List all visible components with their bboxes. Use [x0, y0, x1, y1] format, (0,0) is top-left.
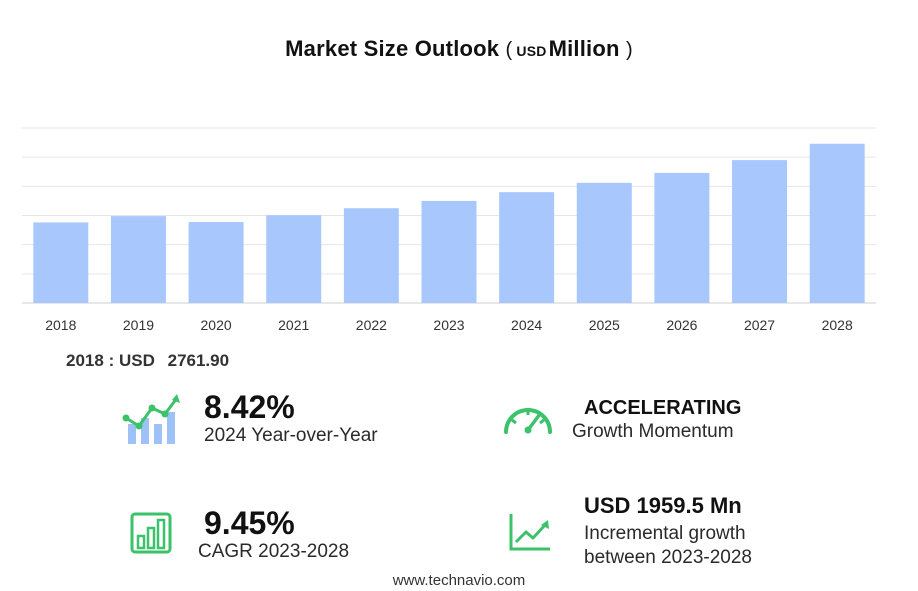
- x-tick-label-2022: 2022: [356, 317, 387, 333]
- base-currency: USD: [118, 351, 155, 370]
- x-tick-label-2027: 2027: [744, 317, 775, 333]
- x-tick-labels: 2018 2019 2020 2021 2022 2023 2024 2025 2026 2027…: [45, 317, 853, 333]
- yoy-stat: 8.42% 2024 Year-over-Year: [204, 390, 378, 448]
- yoy-value: 8.42%: [204, 389, 295, 425]
- yoy-label: 2024 Year-over-Year: [204, 425, 378, 446]
- speedometer-icon: [504, 408, 552, 434]
- growth-bars-icon: [122, 394, 180, 444]
- x-tick-label-2021: 2021: [278, 317, 309, 333]
- bar-2027: [732, 160, 788, 303]
- footer-url: www.technavio.com: [392, 572, 526, 589]
- title-unit-currency: USD: [516, 43, 547, 59]
- trend-line-icon: [509, 514, 550, 551]
- x-tick-label-2024: 2024: [511, 317, 542, 333]
- x-tick-label-2023: 2023: [433, 317, 464, 333]
- bar-2019: [110, 216, 166, 303]
- incremental-value: USD 1959.5 Mn: [584, 493, 742, 518]
- momentum-stat: ACCELERATING Growth Momentum: [572, 396, 742, 444]
- cagr-stat: 9.45% CAGR 2023-2028: [198, 506, 349, 564]
- chart-title: Market Size Outlook (USDMillion ): [0, 36, 918, 62]
- bar-2026: [654, 172, 710, 303]
- title-main: Market Size Outlook: [285, 36, 500, 61]
- cagr-value: 9.45%: [204, 505, 295, 541]
- bar-2020: [188, 222, 244, 303]
- bar-2023: [421, 200, 477, 303]
- x-tick-label-2026: 2026: [666, 317, 697, 333]
- x-tick-label-2019: 2019: [123, 317, 154, 333]
- base-year-value: 2018 : USD 2761.90: [66, 351, 229, 371]
- bar-chart: 2018 2019 2020 2021 2022 2023 2024 2025 2026 2027…: [22, 127, 876, 333]
- title-unit-scale: Million: [548, 36, 620, 61]
- base-sep: :: [108, 351, 115, 370]
- x-tick-label-2025: 2025: [589, 317, 620, 333]
- title-unit-open: (: [505, 39, 513, 61]
- incremental-stat: USD 1959.5 Mn Incremental growth between…: [584, 494, 752, 570]
- bar-2025: [576, 182, 632, 303]
- incremental-label-2: between 2023-2028: [584, 547, 752, 568]
- x-tick-label-2028: 2028: [822, 317, 853, 333]
- bar-2022: [343, 208, 399, 303]
- cagr-label: CAGR 2023-2028: [198, 541, 350, 562]
- base-year: 2018: [66, 351, 104, 370]
- bar-2024: [499, 192, 555, 303]
- momentum-label: Growth Momentum: [572, 421, 734, 442]
- x-tick-label-2018: 2018: [45, 317, 76, 333]
- incremental-label-1: Incremental growth: [584, 523, 746, 544]
- bar-chart-icon: [130, 512, 172, 554]
- bar-2028: [809, 143, 865, 303]
- x-tick-label-2020: 2020: [201, 317, 232, 333]
- base-value: 2761.90: [167, 351, 230, 370]
- bar-2021: [266, 215, 322, 303]
- momentum-value: ACCELERATING: [584, 397, 742, 419]
- bars: [33, 143, 865, 303]
- bar-2018: [33, 222, 89, 303]
- title-unit-close: ): [625, 39, 633, 61]
